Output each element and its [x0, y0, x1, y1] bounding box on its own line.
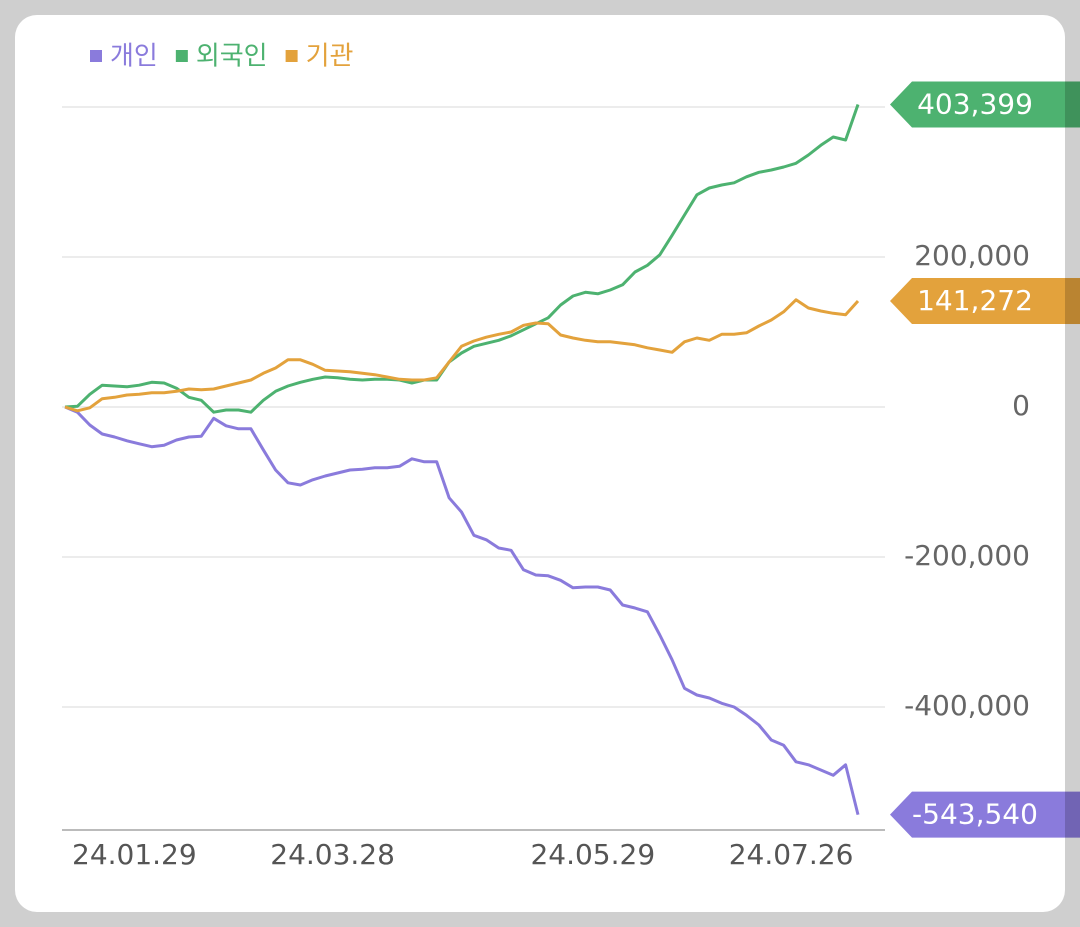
value-label: -543,540 — [912, 798, 1038, 831]
legend-swatch — [285, 50, 298, 62]
value-label: 403,399 — [917, 87, 1033, 120]
legend-label: 외국인 — [196, 42, 268, 72]
badge-edge — [1065, 81, 1080, 128]
y-tick-label: -400,000 — [904, 689, 1030, 722]
x-tick-label: 24.03.28 — [270, 838, 395, 871]
x-tick-label: 24.01.29 — [72, 838, 197, 871]
legend-swatch — [175, 50, 188, 62]
badge-edge — [1065, 791, 1080, 838]
y-tick-label: -200,000 — [904, 539, 1030, 572]
series-line — [64, 298, 860, 413]
y-tick-label: 200,000 — [914, 239, 1030, 272]
x-tick-label: 24.05.29 — [530, 838, 655, 871]
card — [15, 15, 1065, 912]
legend-label: 기관 — [306, 42, 354, 72]
value-label: 141,272 — [917, 284, 1033, 317]
value-badge — [890, 278, 1080, 325]
legend-swatch — [90, 50, 102, 62]
series-line — [64, 405, 860, 816]
legend-label: 개인 — [110, 42, 158, 72]
value-badge — [890, 791, 1080, 838]
y-tick-label: 0 — [1012, 389, 1030, 422]
value-badge — [890, 81, 1080, 128]
series-line — [64, 104, 860, 414]
x-tick-label: 24.07.26 — [729, 838, 854, 871]
badge-edge — [1065, 278, 1080, 325]
